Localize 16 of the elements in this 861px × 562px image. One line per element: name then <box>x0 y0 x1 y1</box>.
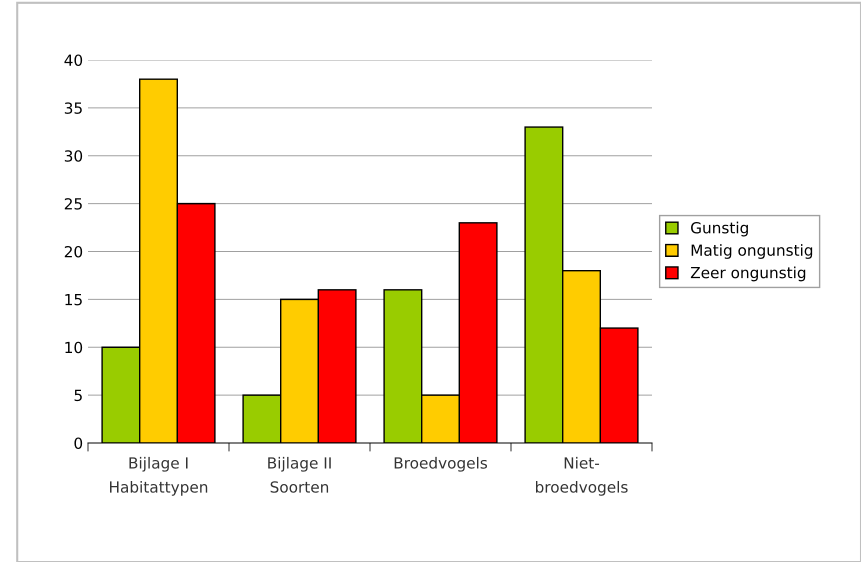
y-tick-label: 20 <box>64 246 82 258</box>
legend-label: Gunstig <box>691 222 748 236</box>
y-tick-label: 10 <box>65 342 82 354</box>
y-tick-label: 35 <box>64 102 82 114</box>
y-tick-label: 40 <box>64 54 82 66</box>
y-tick-label: 25 <box>64 198 82 210</box>
x-tick-label: Broedvogels <box>394 456 488 472</box>
y-tick-label: 0 <box>74 437 82 450</box>
legend-label: Matig ongunstig <box>692 244 812 259</box>
x-tick-label: Bijlage I Habitattypen <box>110 456 208 496</box>
y-tick-label: 30 <box>64 150 82 162</box>
y-tick-label: 5 <box>74 390 82 402</box>
y-tick-label: 15 <box>65 294 82 306</box>
x-tick-label: Niet- broedvogels <box>536 456 628 496</box>
legend-label: Zeer ongunstig <box>690 266 806 282</box>
x-tick-label: Bijlage II Soorten <box>268 456 331 493</box>
